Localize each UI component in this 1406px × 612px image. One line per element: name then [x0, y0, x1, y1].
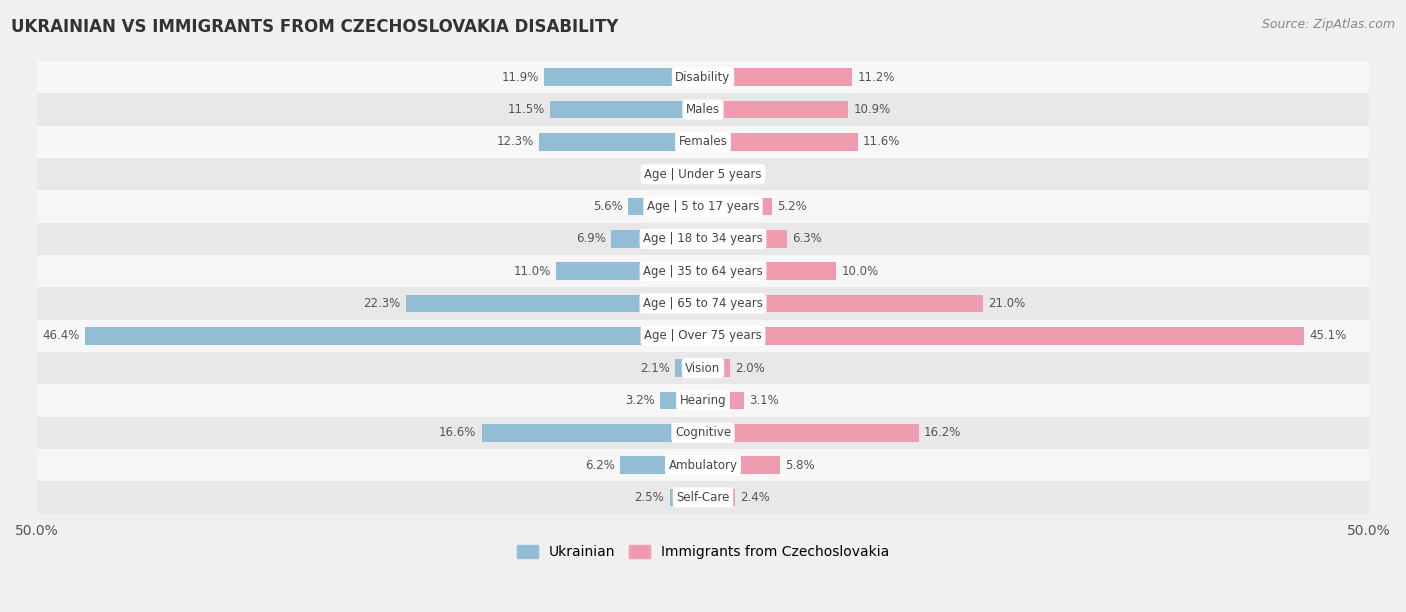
Bar	[544, 69, 703, 86]
Bar	[703, 198, 772, 215]
Bar	[703, 69, 852, 86]
Bar	[557, 263, 703, 280]
Bar	[37, 158, 1369, 190]
Text: 21.0%: 21.0%	[988, 297, 1025, 310]
Text: 6.3%: 6.3%	[792, 233, 823, 245]
Bar	[661, 392, 703, 409]
Text: 11.0%: 11.0%	[513, 264, 551, 278]
Bar	[669, 488, 703, 506]
Bar	[37, 223, 1369, 255]
Bar	[37, 190, 1369, 223]
Bar	[37, 255, 1369, 287]
Bar	[550, 100, 703, 119]
Text: 11.6%: 11.6%	[863, 135, 900, 148]
Bar	[703, 488, 735, 506]
Text: 2.0%: 2.0%	[735, 362, 765, 375]
Text: Males: Males	[686, 103, 720, 116]
Text: Age | 35 to 64 years: Age | 35 to 64 years	[643, 264, 763, 278]
Legend: Ukrainian, Immigrants from Czechoslovakia: Ukrainian, Immigrants from Czechoslovaki…	[512, 540, 894, 565]
Bar	[703, 456, 780, 474]
Text: Disability: Disability	[675, 71, 731, 84]
Text: Age | Over 75 years: Age | Over 75 years	[644, 329, 762, 342]
Text: Vision: Vision	[685, 362, 721, 375]
Bar	[703, 392, 744, 409]
Bar	[37, 287, 1369, 319]
Text: 6.2%: 6.2%	[585, 458, 614, 472]
Bar	[84, 327, 703, 345]
Text: Ambulatory: Ambulatory	[668, 458, 738, 472]
Text: 5.2%: 5.2%	[778, 200, 807, 213]
Bar	[37, 481, 1369, 513]
Text: 5.6%: 5.6%	[593, 200, 623, 213]
Bar	[703, 230, 787, 248]
Text: 6.9%: 6.9%	[576, 233, 606, 245]
Text: 11.5%: 11.5%	[508, 103, 544, 116]
Text: Age | 18 to 34 years: Age | 18 to 34 years	[643, 233, 763, 245]
Text: 16.6%: 16.6%	[439, 427, 477, 439]
Text: 2.1%: 2.1%	[640, 362, 669, 375]
Text: UKRAINIAN VS IMMIGRANTS FROM CZECHOSLOVAKIA DISABILITY: UKRAINIAN VS IMMIGRANTS FROM CZECHOSLOVA…	[11, 18, 619, 36]
Text: 10.0%: 10.0%	[842, 264, 879, 278]
Text: Age | 65 to 74 years: Age | 65 to 74 years	[643, 297, 763, 310]
Text: 5.8%: 5.8%	[786, 458, 815, 472]
Text: Age | 5 to 17 years: Age | 5 to 17 years	[647, 200, 759, 213]
Bar	[612, 230, 703, 248]
Bar	[628, 198, 703, 215]
Text: 46.4%: 46.4%	[42, 329, 80, 342]
Bar	[703, 359, 730, 377]
Bar	[703, 424, 920, 442]
Text: Self-Care: Self-Care	[676, 491, 730, 504]
Text: Cognitive: Cognitive	[675, 427, 731, 439]
Bar	[703, 100, 848, 119]
Text: Age | Under 5 years: Age | Under 5 years	[644, 168, 762, 181]
Text: 2.5%: 2.5%	[634, 491, 665, 504]
Bar	[675, 359, 703, 377]
Bar	[37, 125, 1369, 158]
Bar	[703, 165, 718, 183]
Bar	[538, 133, 703, 151]
Bar	[703, 327, 1303, 345]
Bar	[37, 449, 1369, 481]
Bar	[37, 352, 1369, 384]
Bar	[37, 61, 1369, 94]
Text: 1.2%: 1.2%	[724, 168, 754, 181]
Bar	[37, 384, 1369, 417]
Text: Hearing: Hearing	[679, 394, 727, 407]
Bar	[686, 165, 703, 183]
Text: 22.3%: 22.3%	[363, 297, 401, 310]
Bar	[406, 294, 703, 312]
Text: 45.1%: 45.1%	[1309, 329, 1347, 342]
Text: 11.2%: 11.2%	[858, 71, 894, 84]
Bar	[703, 263, 837, 280]
Bar	[37, 417, 1369, 449]
Text: 16.2%: 16.2%	[924, 427, 962, 439]
Text: 2.4%: 2.4%	[741, 491, 770, 504]
Text: 11.9%: 11.9%	[502, 71, 538, 84]
Bar	[37, 319, 1369, 352]
Text: 12.3%: 12.3%	[496, 135, 534, 148]
Bar	[703, 133, 858, 151]
Text: Source: ZipAtlas.com: Source: ZipAtlas.com	[1261, 18, 1395, 31]
Bar	[703, 294, 983, 312]
Text: Females: Females	[679, 135, 727, 148]
Bar	[37, 94, 1369, 125]
Bar	[620, 456, 703, 474]
Text: 10.9%: 10.9%	[853, 103, 891, 116]
Text: 3.2%: 3.2%	[626, 394, 655, 407]
Bar	[482, 424, 703, 442]
Text: 1.3%: 1.3%	[651, 168, 681, 181]
Text: 3.1%: 3.1%	[749, 394, 779, 407]
